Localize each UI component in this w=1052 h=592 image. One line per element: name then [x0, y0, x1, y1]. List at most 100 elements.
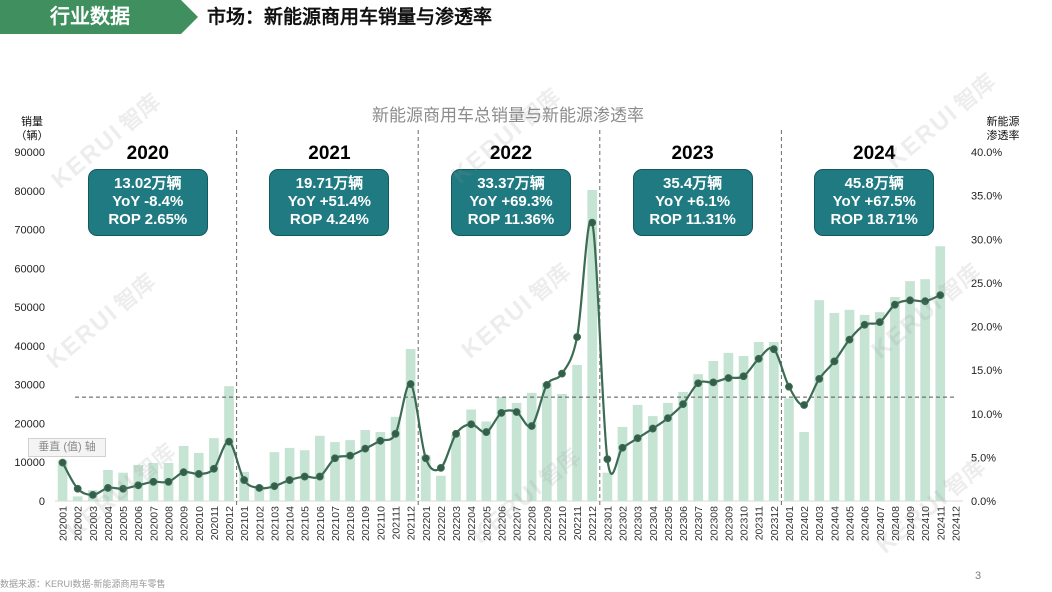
- line-point: [467, 420, 476, 429]
- bar: [541, 382, 552, 501]
- y-left-tick-label: 40000: [14, 341, 45, 353]
- line-point: [618, 443, 627, 452]
- x-tick-label: 202209: [542, 506, 554, 541]
- line-point: [331, 454, 339, 463]
- x-tick-label: 202106: [315, 506, 327, 541]
- summary-yoy: YoY +51.4%: [287, 193, 372, 210]
- x-tick-label: 202312: [769, 506, 781, 541]
- x-tick-label: 202404: [829, 506, 841, 541]
- line-point: [406, 380, 415, 388]
- y-left-axis-title-line: 销量: [21, 116, 43, 128]
- line-point: [603, 455, 612, 464]
- x-tick-label: 202410: [920, 506, 932, 541]
- line-point: [588, 218, 597, 227]
- summary-rop: ROP 2.65%: [108, 211, 188, 228]
- x-tick-label: 202007: [148, 506, 160, 541]
- x-tick-label: 202109: [360, 506, 372, 541]
- bar: [632, 404, 643, 501]
- year-summary-box: 35.4万辆 YoY +6.1% ROP 11.31%: [632, 169, 753, 236]
- line-point: [164, 477, 173, 486]
- line-point: [88, 490, 97, 499]
- x-tick-label: 202211: [572, 506, 584, 540]
- x-tick-label: 202206: [496, 506, 508, 541]
- line-point: [437, 463, 445, 472]
- x-tick-label: 202002: [73, 506, 85, 541]
- line-point: [648, 424, 657, 433]
- line-point: [376, 436, 385, 445]
- bar: [375, 431, 386, 501]
- y-right-tick-label: 5.0%: [971, 452, 996, 464]
- line-point: [875, 318, 884, 327]
- line-point: [754, 354, 763, 363]
- x-tick-label: 202101: [239, 506, 251, 541]
- y-right-tick-label: 0.0%: [971, 496, 996, 508]
- x-tick-label: 202302: [618, 506, 630, 541]
- x-tick-label: 202207: [512, 506, 524, 541]
- bar: [617, 426, 628, 501]
- line-point: [361, 444, 370, 453]
- bar: [72, 496, 83, 501]
- bar: [254, 485, 265, 501]
- bar: [738, 355, 749, 501]
- summary-total: 33.37万辆: [477, 175, 545, 192]
- x-tick-label: 202405: [845, 506, 857, 541]
- bar: [57, 460, 68, 501]
- line-point: [512, 408, 521, 416]
- chart-title: 新能源商用车总销量与新能源渗透率: [372, 106, 644, 125]
- x-tick-label: 202310: [739, 506, 751, 541]
- x-tick-label: 202001: [58, 506, 70, 541]
- y-left-tick-label: 0: [39, 496, 45, 508]
- summary-rop: ROP 11.36%: [467, 211, 555, 228]
- x-tick-label: 202003: [88, 506, 100, 541]
- line-point: [497, 408, 506, 417]
- bar: [269, 452, 280, 501]
- line-point: [542, 381, 551, 389]
- line-point: [285, 476, 294, 484]
- line-point: [225, 437, 233, 446]
- y-right-tick-label: 25.0%: [971, 278, 1002, 290]
- x-tick-label: 202107: [330, 506, 342, 541]
- year-summary-box: 33.37万辆 YoY +69.3% ROP 11.36%: [451, 169, 571, 236]
- line-point: [739, 372, 748, 381]
- bar: [829, 312, 840, 501]
- x-tick-label: 202402: [799, 506, 811, 541]
- bar: [557, 393, 567, 501]
- bar: [693, 374, 704, 501]
- line-point: [860, 320, 869, 329]
- y-left-tick-label: 90000: [14, 147, 45, 159]
- x-tick-label: 202104: [285, 506, 297, 541]
- line-point: [119, 484, 127, 493]
- x-tick-label: 202306: [678, 506, 690, 541]
- y-right-tick-label: 10.0%: [971, 409, 1002, 421]
- bar: [436, 475, 446, 501]
- line-point: [346, 451, 355, 460]
- bar: [784, 398, 794, 501]
- x-tick-label: 202005: [118, 506, 130, 541]
- line-point: [452, 429, 460, 438]
- y-left-tick-label: 50000: [14, 302, 45, 314]
- bar: [920, 279, 931, 501]
- year-summary-box: 13.02万辆 YoY -8.4% ROP 2.65%: [87, 169, 208, 236]
- bar: [511, 402, 522, 501]
- bar: [844, 309, 855, 501]
- bar: [905, 281, 915, 501]
- x-tick-label: 202102: [254, 506, 266, 541]
- year-label: 2021: [308, 143, 351, 164]
- x-tick-label: 202311: [754, 506, 766, 540]
- line-point: [830, 357, 839, 366]
- x-tick-label: 202205: [481, 506, 493, 541]
- bar: [420, 455, 431, 501]
- x-tick-label: 202006: [133, 506, 145, 541]
- page-number: 3: [975, 570, 982, 582]
- x-tick-label: 202012: [224, 506, 236, 541]
- bar: [360, 430, 371, 501]
- line-point: [845, 335, 854, 344]
- line-point: [255, 484, 264, 492]
- y-left-axis-title-line: （辆）: [15, 130, 49, 142]
- bar: [526, 392, 537, 501]
- line-point: [391, 429, 400, 438]
- line-point: [694, 379, 703, 388]
- x-tick-label: 202303: [633, 506, 645, 541]
- summary-rop: ROP 4.24%: [289, 211, 369, 228]
